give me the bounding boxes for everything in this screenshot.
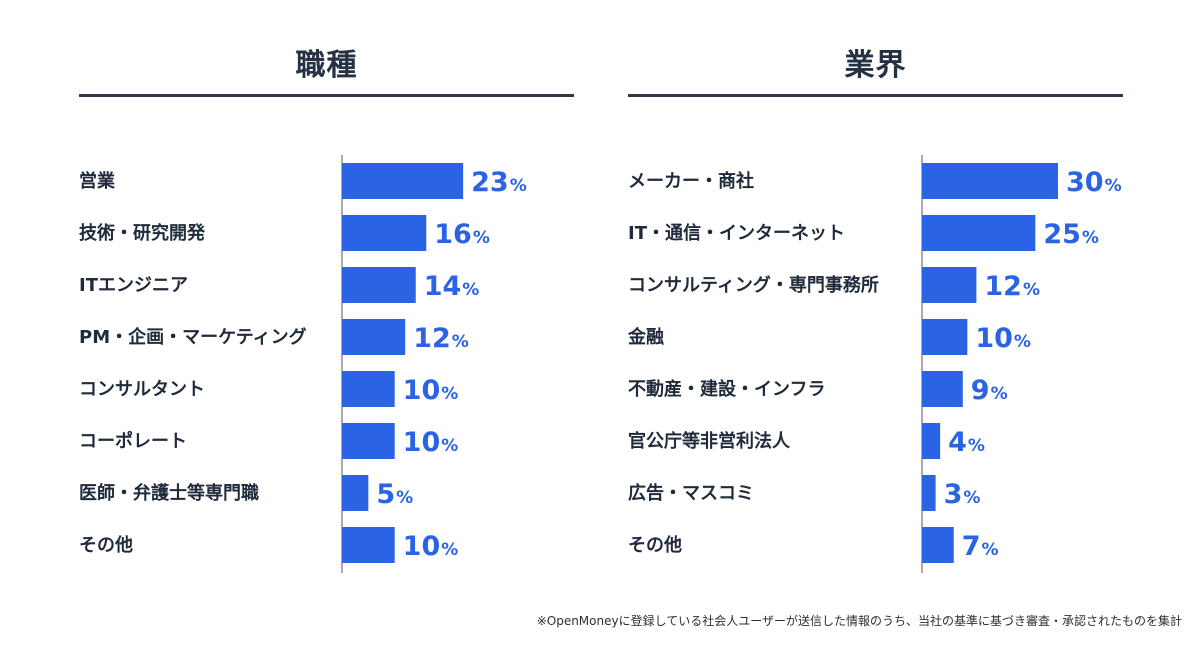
industry-bar	[922, 475, 936, 511]
industry-category-label: 官公庁等非営利法人	[628, 430, 791, 452]
occupation-panel: 職種 営業 23% 技術・研究開発 16% ITエンジニア 14% PM・企画・マーケティン…	[79, 0, 574, 600]
industry-bar	[922, 423, 941, 459]
footnote: ※OpenMoneyに登録している社会人ユーザーが送信した情報のうち、当社の基準…	[536, 614, 1182, 628]
industry-category-label: 金融	[627, 326, 664, 348]
industry-value-label: 9%	[971, 375, 1008, 406]
industry-value-label: 10%	[975, 323, 1031, 354]
industry-value-label: 4%	[948, 427, 985, 458]
industry-bar	[922, 163, 1058, 199]
occupation-value-label: 14%	[424, 271, 480, 302]
occupation-bar	[342, 371, 395, 407]
industry-bar	[922, 371, 963, 407]
occupation-category-label: コーポレート	[79, 430, 187, 452]
industry-value-label: 25%	[1043, 219, 1099, 250]
occupation-bar	[342, 267, 416, 303]
occupation-category-label: その他	[79, 534, 133, 556]
occupation-category-label: ITエンジニア	[79, 275, 188, 296]
occupation-value-label: 5%	[376, 479, 413, 510]
industry-bar	[922, 267, 977, 303]
industry-category-label: メーカー・商社	[628, 170, 754, 192]
occupation-category-label: コンサルタント	[79, 379, 205, 400]
industry-category-label: コンサルティング・専門事務所	[628, 274, 879, 296]
occupation-value-label: 16%	[434, 219, 490, 250]
industry-category-label: 広告・マスコミ	[628, 482, 754, 504]
occupation-category-label: 営業	[79, 170, 116, 192]
occupation-value-label: 10%	[403, 531, 459, 562]
occupation-bar	[342, 423, 395, 459]
industry-value-label: 7%	[962, 531, 999, 562]
occupation-value-label: 10%	[403, 427, 459, 458]
industry-category-label: IT・通信・インターネット	[628, 222, 845, 244]
industry-bar	[922, 319, 968, 355]
occupation-category-label: PM・企画・マーケティング	[79, 326, 307, 348]
industry-category-label: 不動産・建設・インフラ	[628, 378, 825, 400]
industry-value-label: 12%	[984, 271, 1040, 302]
industry-bar-chart: メーカー・商社 30% IT・通信・インターネット 25% コンサルティング・専門事務所…	[627, 155, 1122, 573]
industry-bar	[922, 215, 1036, 251]
occupation-bar	[342, 319, 406, 355]
occupation-value-label: 23%	[471, 167, 527, 198]
industry-value-label: 3%	[944, 479, 981, 510]
industry-title-divider	[628, 94, 1123, 97]
occupation-category-label: 医師・弁護士等専門職	[79, 482, 259, 504]
occupation-title-divider	[79, 94, 574, 97]
industry-value-label: 30%	[1066, 167, 1122, 198]
occupation-value-label: 12%	[413, 323, 469, 354]
industry-panel: 業界 メーカー・商社 30% IT・通信・インターネット 25% コンサルティング・専門…	[627, 0, 1123, 600]
industry-category-label: その他	[628, 534, 682, 556]
occupation-value-label: 10%	[403, 375, 459, 406]
industry-bar	[922, 527, 954, 563]
occupation-bar	[342, 163, 464, 199]
occupation-bar-chart: 営業 23% 技術・研究開発 16% ITエンジニア 14% PM・企画・マーケティング 12…	[79, 155, 527, 573]
industry-chart-title: 業界	[844, 48, 907, 83]
occupation-chart-title: 職種	[295, 48, 358, 83]
occupation-bar	[342, 527, 395, 563]
occupation-bar	[342, 215, 427, 251]
occupation-bar	[342, 475, 369, 511]
occupation-category-label: 技術・研究開発	[79, 222, 206, 244]
